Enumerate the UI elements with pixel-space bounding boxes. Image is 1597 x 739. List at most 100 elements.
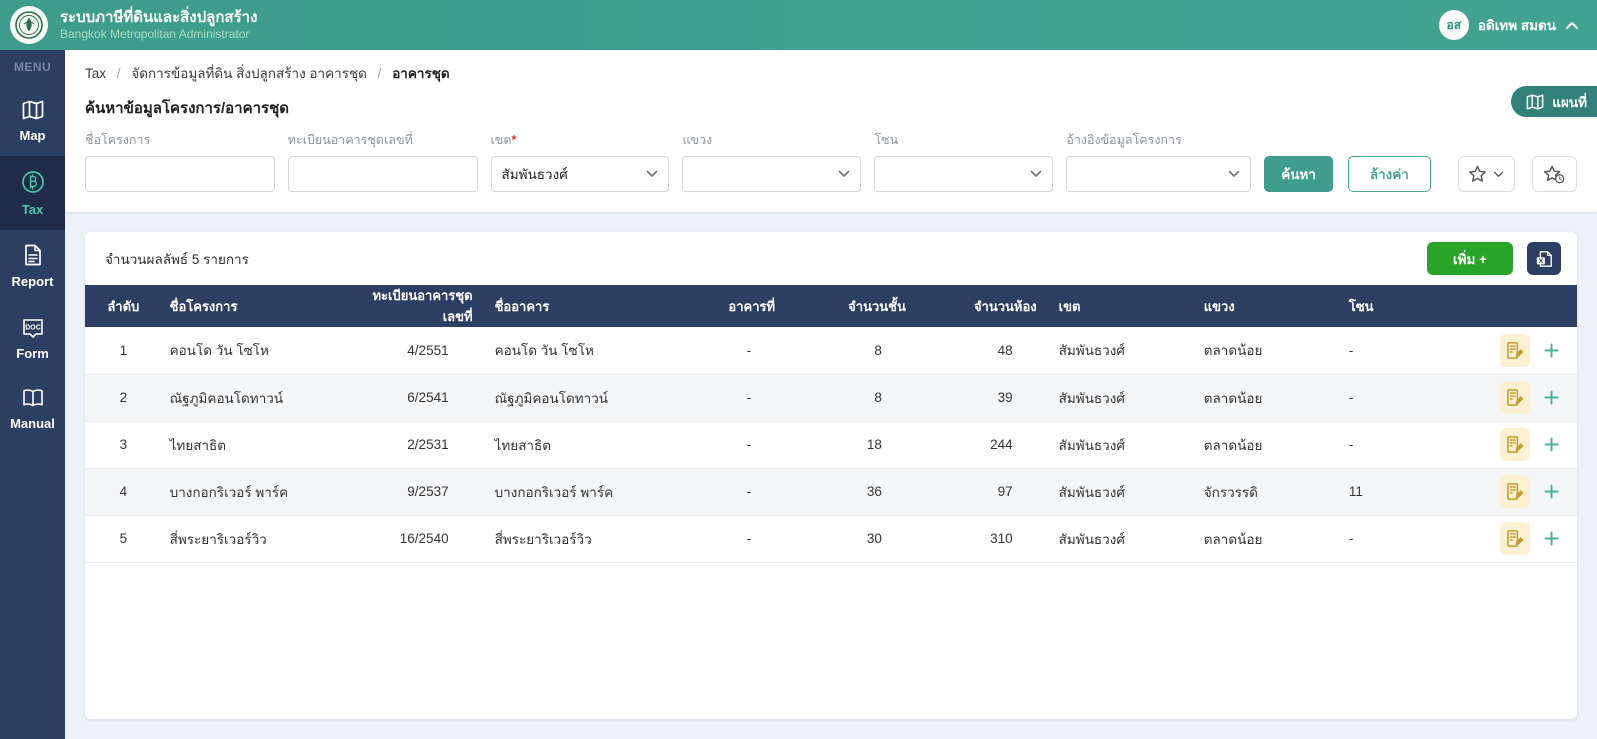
zone-label: โซน: [874, 130, 1053, 150]
svg-text:DOC: DOC: [25, 325, 41, 332]
cell-subdistrict: ตลาดน้อย: [1196, 374, 1341, 421]
cell-floors: 36: [789, 468, 920, 515]
top-header: ระบบภาษีที่ดินและสิ่งปลูกสร้าง Bangkok M…: [0, 0, 1597, 50]
favorite-dropdown-button[interactable]: [1458, 156, 1515, 192]
sidebar-item-label: Manual: [10, 416, 55, 431]
cell-no: 4: [85, 468, 162, 515]
doc-form-icon: DOC: [21, 316, 45, 338]
add-button[interactable]: เพิ่ม +: [1427, 242, 1513, 275]
zone-select[interactable]: [874, 156, 1053, 192]
cell-reg-no: 9/2537: [356, 468, 487, 515]
edit-building-button[interactable]: [1500, 428, 1530, 461]
cell-building: ไทยสาธิต: [487, 421, 677, 468]
app-subtitle: Bangkok Metropolitan Administrator: [60, 27, 257, 41]
building-edit-icon: [1506, 482, 1524, 501]
search-button[interactable]: ค้นหา: [1264, 156, 1333, 192]
edit-building-button[interactable]: [1500, 475, 1530, 508]
edit-building-button[interactable]: [1500, 334, 1530, 367]
add-row-item-button[interactable]: [1544, 343, 1559, 358]
sidebar-item-tax[interactable]: Tax: [0, 156, 65, 230]
result-count: จำนวนผลลัพธ์ 5 รายการ: [105, 248, 249, 270]
cell-zone: -: [1341, 327, 1480, 374]
sidebar-item-label: Tax: [22, 202, 43, 217]
sidebar-item-report[interactable]: Report: [0, 230, 65, 302]
cell-building-no: -: [677, 515, 789, 562]
add-row-item-button[interactable]: [1544, 484, 1559, 499]
cell-no: 2: [85, 374, 162, 421]
cell-subdistrict: ตลาดน้อย: [1196, 327, 1341, 374]
col-header-building-no: อาคารที่: [677, 285, 789, 327]
col-header-subdistrict: แขวง: [1196, 285, 1341, 327]
plus-icon: [1544, 531, 1559, 546]
table-row: 2 ณัฐภูมิคอนโดทาวน์ 6/2541 ณัฐภูมิคอนโดท…: [85, 374, 1577, 421]
breadcrumb-item-tax[interactable]: Tax: [85, 66, 106, 81]
map-view-button[interactable]: แผนที่: [1511, 86, 1597, 117]
breadcrumb: Tax / จัดการข้อมูลที่ดิน สิ่งปลูกสร้าง อ…: [85, 58, 1577, 94]
cell-rooms: 244: [920, 421, 1051, 468]
district-select-value: สัมพันธวงศ์: [502, 163, 568, 185]
add-row-item-button[interactable]: [1544, 437, 1559, 452]
cell-floors: 18: [789, 421, 920, 468]
edit-building-button[interactable]: [1500, 381, 1530, 414]
avatar: อส: [1439, 10, 1469, 40]
chevron-down-icon: [1030, 170, 1042, 178]
cell-floors: 8: [789, 374, 920, 421]
add-row-item-button[interactable]: [1544, 531, 1559, 546]
manual-book-icon: [22, 388, 44, 408]
building-edit-icon: [1506, 388, 1524, 407]
favorite-history-button[interactable]: [1532, 156, 1577, 192]
breadcrumb-current: อาคารชุด: [392, 66, 449, 81]
cell-district: สัมพันธวงศ์: [1051, 515, 1196, 562]
cell-no: 1: [85, 327, 162, 374]
col-header-no: ลำดับ: [85, 285, 162, 327]
cell-building-no: -: [677, 468, 789, 515]
export-excel-button[interactable]: X: [1527, 242, 1561, 275]
cell-project: สี่พระยาริเวอร์วิว: [162, 515, 356, 562]
cell-zone: -: [1341, 515, 1480, 562]
cell-building: บางกอกริเวอร์ พาร์ค: [487, 468, 677, 515]
project-reference-label: อ้างอิงข้อมูลโครงการ: [1066, 130, 1251, 150]
bma-seal-icon: [10, 6, 48, 44]
subdistrict-label: แขวง: [682, 130, 861, 150]
chevron-down-icon: [1493, 171, 1504, 178]
cell-subdistrict: ตลาดน้อย: [1196, 515, 1341, 562]
report-document-icon: [23, 244, 43, 266]
map-icon: [22, 100, 44, 120]
building-edit-icon: [1506, 435, 1524, 454]
cell-building: ณัฐภูมิคอนโดทาวน์: [487, 374, 677, 421]
table-header-row: ลำดับ ชื่อโครงการ ทะเบียนอาคารชุดเลขที่ …: [85, 285, 1577, 327]
search-panel: Tax / จัดการข้อมูลที่ดิน สิ่งปลูกสร้าง อ…: [65, 50, 1597, 212]
map-icon: [1526, 94, 1544, 110]
district-select[interactable]: สัมพันธวงศ์: [491, 156, 670, 192]
sidebar-item-map[interactable]: Map: [0, 86, 65, 156]
subdistrict-select[interactable]: [682, 156, 861, 192]
building-edit-icon: [1506, 529, 1524, 548]
col-header-building: ชื่ออาคาร: [487, 285, 677, 327]
star-icon: [1468, 165, 1487, 183]
cell-zone: 11: [1341, 468, 1480, 515]
add-row-item-button[interactable]: [1544, 390, 1559, 405]
edit-building-button[interactable]: [1500, 522, 1530, 555]
project-name-input[interactable]: [85, 156, 275, 192]
results-table: ลำดับ ชื่อโครงการ ทะเบียนอาคารชุดเลขที่ …: [85, 285, 1577, 563]
cell-subdistrict: จักรวรรดิ: [1196, 468, 1341, 515]
cell-rooms: 39: [920, 374, 1051, 421]
clear-button[interactable]: ล้างค่า: [1348, 156, 1431, 192]
chevron-up-icon: [1565, 21, 1579, 30]
table-body: 1 คอนโด วัน โซโห 4/2551 คอนโด วัน โซโห -…: [85, 327, 1577, 562]
cell-no: 5: [85, 515, 162, 562]
user-menu[interactable]: อส อดิเทพ สมตน: [1439, 10, 1579, 40]
col-header-actions: [1480, 285, 1577, 327]
project-name-label: ชื่อโครงการ: [85, 130, 275, 150]
cell-reg-no: 4/2551: [356, 327, 487, 374]
sidebar-item-form[interactable]: DOC Form: [0, 302, 65, 374]
chevron-down-icon: [646, 170, 658, 178]
condo-registration-label: ทะเบียนอาคารชุดเลขที่: [288, 130, 478, 150]
sidebar-item-manual[interactable]: Manual: [0, 374, 65, 444]
condo-registration-input[interactable]: [288, 156, 478, 192]
project-reference-select[interactable]: [1066, 156, 1251, 192]
breadcrumb-item-manage-data[interactable]: จัดการข้อมูลที่ดิน สิ่งปลูกสร้าง อาคารชุ…: [131, 66, 367, 81]
cell-building-no: -: [677, 421, 789, 468]
table-row: 1 คอนโด วัน โซโห 4/2551 คอนโด วัน โซโห -…: [85, 327, 1577, 374]
cell-building: สี่พระยาริเวอร์วิว: [487, 515, 677, 562]
